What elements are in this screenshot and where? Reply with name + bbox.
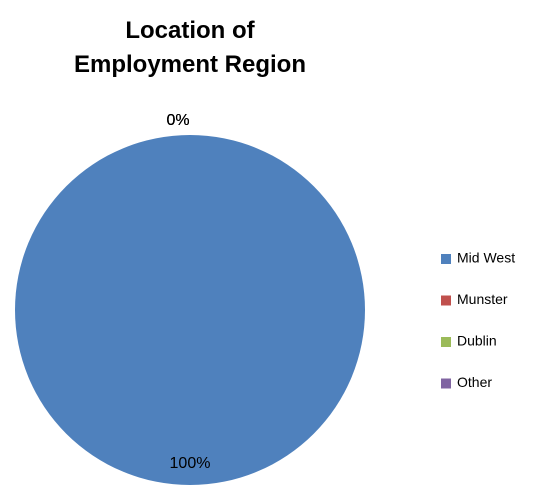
legend-swatch <box>441 254 451 264</box>
chart-title: Location of Employment Region <box>73 17 307 78</box>
pie-slice <box>15 135 365 485</box>
legend-label: Munster <box>457 291 508 307</box>
legend-label: Dublin <box>457 333 497 349</box>
legend-swatch <box>441 337 451 347</box>
legend-swatch <box>441 378 451 389</box>
legend-label: Other <box>457 374 492 390</box>
data-label: 0% <box>166 112 189 129</box>
data-label: 0% <box>166 112 189 129</box>
legend-swatch <box>441 295 451 306</box>
data-label: 0% <box>166 112 189 129</box>
data-label: 100% <box>170 455 211 472</box>
legend-label: Mid West <box>457 250 515 266</box>
